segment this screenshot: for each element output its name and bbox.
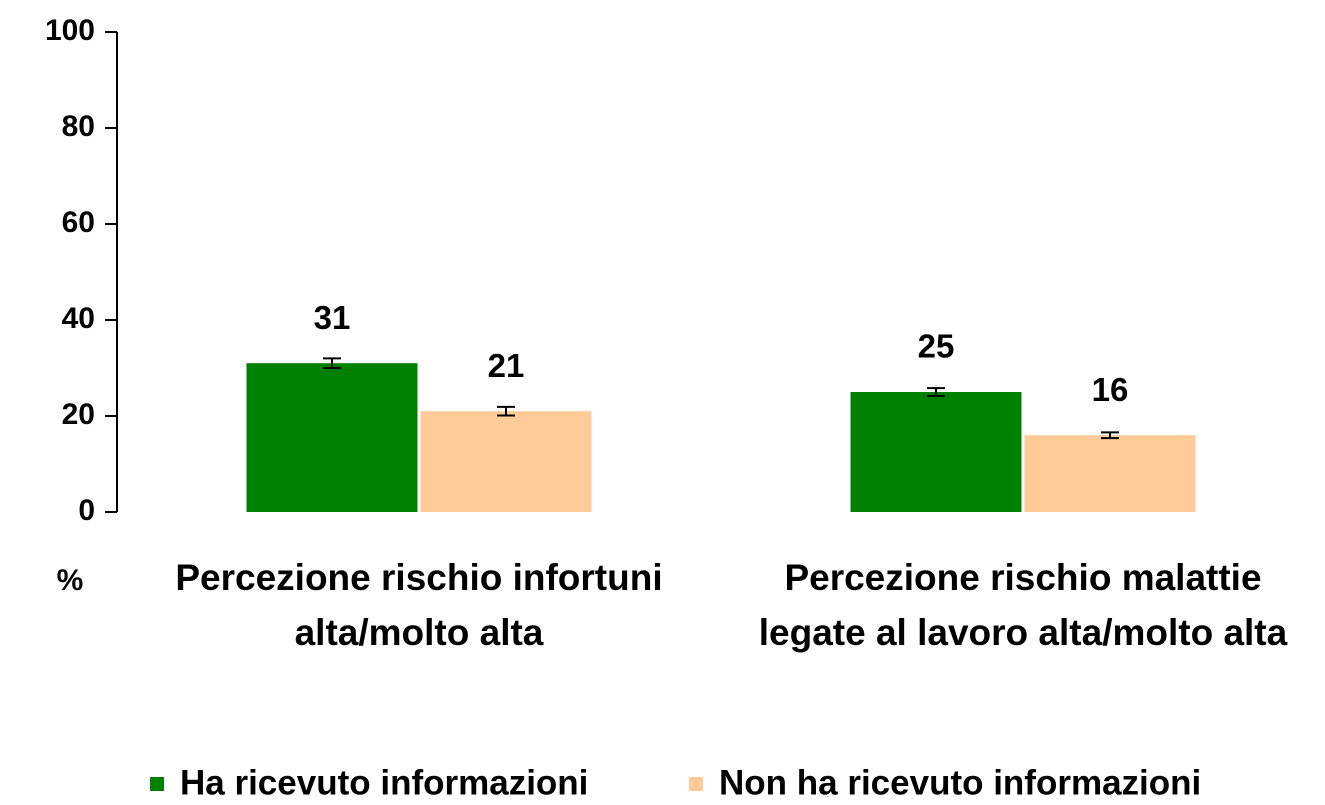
error-bar [323, 357, 341, 369]
data-label: 21 [488, 347, 525, 384]
x-tick-label: Percezione rischio malattie [784, 557, 1261, 598]
bar [420, 411, 592, 512]
y-tick-label: 20 [62, 398, 95, 431]
bar [850, 392, 1022, 512]
y-tick-label: 40 [62, 302, 95, 335]
x-tick-label: legate al lavoro alta/molto alta [759, 612, 1288, 653]
y-tick-label: 80 [62, 110, 95, 143]
y-tick-label: 0 [78, 494, 95, 527]
error-bar [497, 405, 515, 417]
data-label: 25 [918, 328, 955, 365]
y-axis-label: % [57, 564, 84, 597]
error-bar [927, 387, 945, 397]
data-label: 16 [1092, 371, 1129, 408]
legend-swatch [150, 777, 164, 791]
error-bar [1101, 431, 1119, 440]
x-tick-label: Percezione rischio infortuni [175, 557, 662, 598]
legend-label: Non ha ricevuto informazioni [719, 763, 1201, 802]
legend-label: Ha ricevuto informazioni [180, 763, 588, 802]
y-tick-label: 100 [45, 14, 95, 47]
legend-swatch [689, 777, 703, 791]
data-label: 31 [314, 299, 351, 336]
bar [246, 363, 418, 512]
y-tick-label: 60 [62, 206, 95, 239]
bar [1024, 435, 1196, 512]
x-tick-label: alta/molto alta [295, 612, 544, 653]
